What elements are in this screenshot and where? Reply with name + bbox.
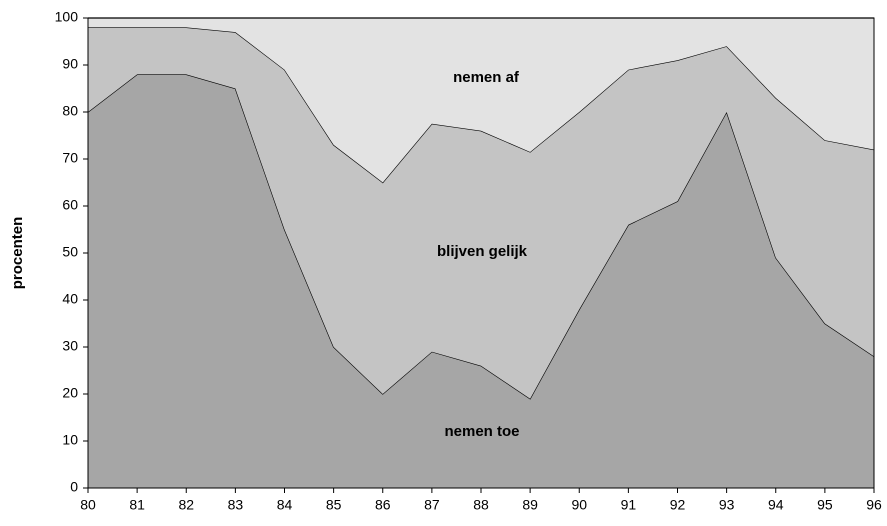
series-label: blijven gelijk [437, 243, 528, 260]
x-tick-label: 85 [326, 497, 342, 513]
series-label: nemen toe [444, 423, 519, 440]
x-tick-label: 82 [178, 497, 194, 513]
x-tick-label: 94 [768, 497, 784, 513]
y-tick-label: 30 [62, 338, 78, 354]
x-tick-label: 89 [522, 497, 538, 513]
y-axis-label: procenten [9, 217, 26, 290]
x-tick-label: 91 [621, 497, 637, 513]
y-tick-label: 40 [62, 291, 78, 307]
x-tick-label: 92 [670, 497, 686, 513]
x-tick-label: 83 [228, 497, 244, 513]
x-tick-label: 95 [817, 497, 833, 513]
x-tick-label: 86 [375, 497, 391, 513]
y-tick-label: 90 [62, 56, 78, 72]
y-tick-label: 0 [70, 479, 78, 495]
x-tick-label: 80 [80, 497, 96, 513]
area [88, 18, 874, 183]
x-tick-label: 90 [571, 497, 587, 513]
x-tick-label: 84 [277, 497, 293, 513]
x-tick-label: 81 [129, 497, 145, 513]
series-label: nemen af [453, 69, 520, 86]
y-tick-label: 80 [62, 103, 78, 119]
area [88, 74, 874, 489]
y-tick-label: 60 [62, 197, 78, 213]
y-tick-label: 70 [62, 150, 78, 166]
x-tick-label: 87 [424, 497, 440, 513]
area [88, 27, 874, 399]
y-tick-label: 50 [62, 244, 78, 260]
y-tick-label: 10 [62, 432, 78, 448]
x-tick-label: 88 [473, 497, 489, 513]
y-tick-label: 20 [62, 385, 78, 401]
y-tick-label: 100 [55, 9, 79, 25]
x-tick-label: 93 [719, 497, 735, 513]
x-tick-label: 96 [866, 497, 882, 513]
